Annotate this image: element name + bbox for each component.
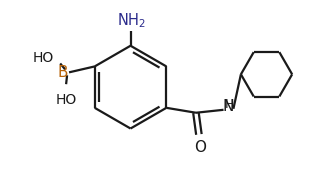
Text: HO: HO bbox=[56, 93, 77, 107]
Text: O: O bbox=[194, 140, 206, 155]
Text: H: H bbox=[224, 98, 234, 111]
Text: HO: HO bbox=[33, 50, 54, 65]
Text: B: B bbox=[58, 65, 68, 80]
Text: NH$_2$: NH$_2$ bbox=[117, 11, 146, 30]
Text: N: N bbox=[222, 99, 234, 114]
